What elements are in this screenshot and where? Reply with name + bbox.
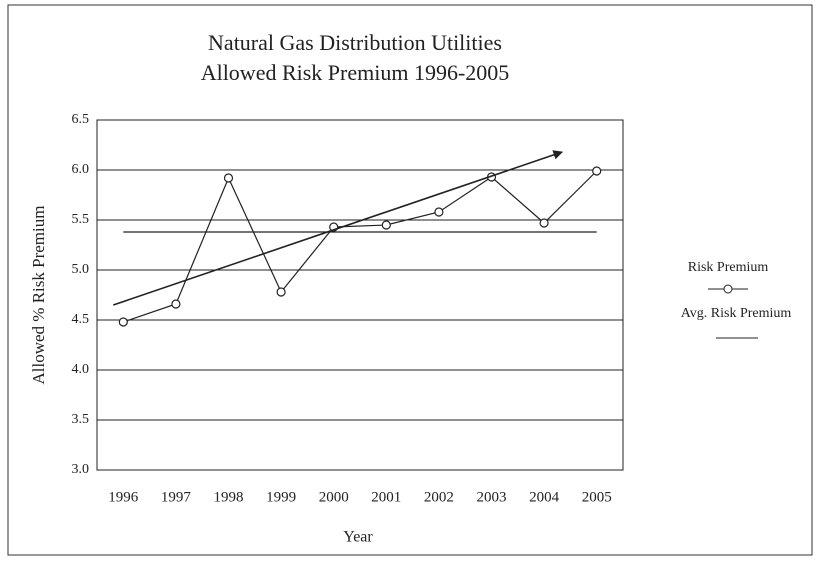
x-tick-label: 2005	[582, 489, 612, 505]
chart-title: Allowed Risk Premium 1996-2005	[201, 60, 510, 85]
data-point	[171, 299, 181, 309]
x-axis-label: Year	[343, 529, 373, 546]
y-tick-label: 4.5	[72, 312, 90, 327]
x-tick-label: 2002	[424, 489, 454, 505]
x-tick-label: 1998	[214, 489, 244, 505]
data-point	[276, 287, 286, 297]
data-point	[118, 317, 128, 327]
y-tick-label: 4.0	[72, 362, 90, 377]
plot-area	[96, 119, 624, 471]
data-point	[539, 218, 549, 228]
x-tick-label: 1999	[266, 489, 296, 505]
y-tick-label: 3.0	[72, 462, 90, 477]
y-tick-label: 6.0	[72, 162, 90, 177]
legend-label: Risk Premium	[688, 260, 769, 275]
x-tick-label: 2000	[319, 489, 349, 505]
data-line	[123, 170, 598, 323]
chart-title: Natural Gas Distribution Utilities	[208, 30, 502, 55]
data-point	[434, 207, 444, 217]
x-tick-label: 1997	[161, 489, 192, 505]
frame	[7, 4, 813, 556]
y-tick-label: 5.5	[72, 212, 90, 227]
data-point	[592, 166, 602, 176]
x-tick-label: 1996	[108, 489, 139, 505]
y-tick-label: 6.5	[72, 112, 90, 127]
data-point	[381, 220, 391, 230]
x-tick-label: 2004	[529, 489, 560, 505]
y-tick-label: 3.5	[72, 412, 90, 427]
y-tick-label: 5.0	[72, 262, 90, 277]
data-point	[223, 173, 234, 183]
x-tick-label: 2001	[371, 489, 401, 505]
legend-label: Avg. Risk Premium	[681, 306, 792, 321]
trend-arrow	[113, 150, 564, 306]
legend-marker	[723, 284, 733, 294]
x-tick-label: 2003	[477, 489, 507, 505]
y-axis-label: Allowed % Risk Premium	[29, 206, 48, 385]
